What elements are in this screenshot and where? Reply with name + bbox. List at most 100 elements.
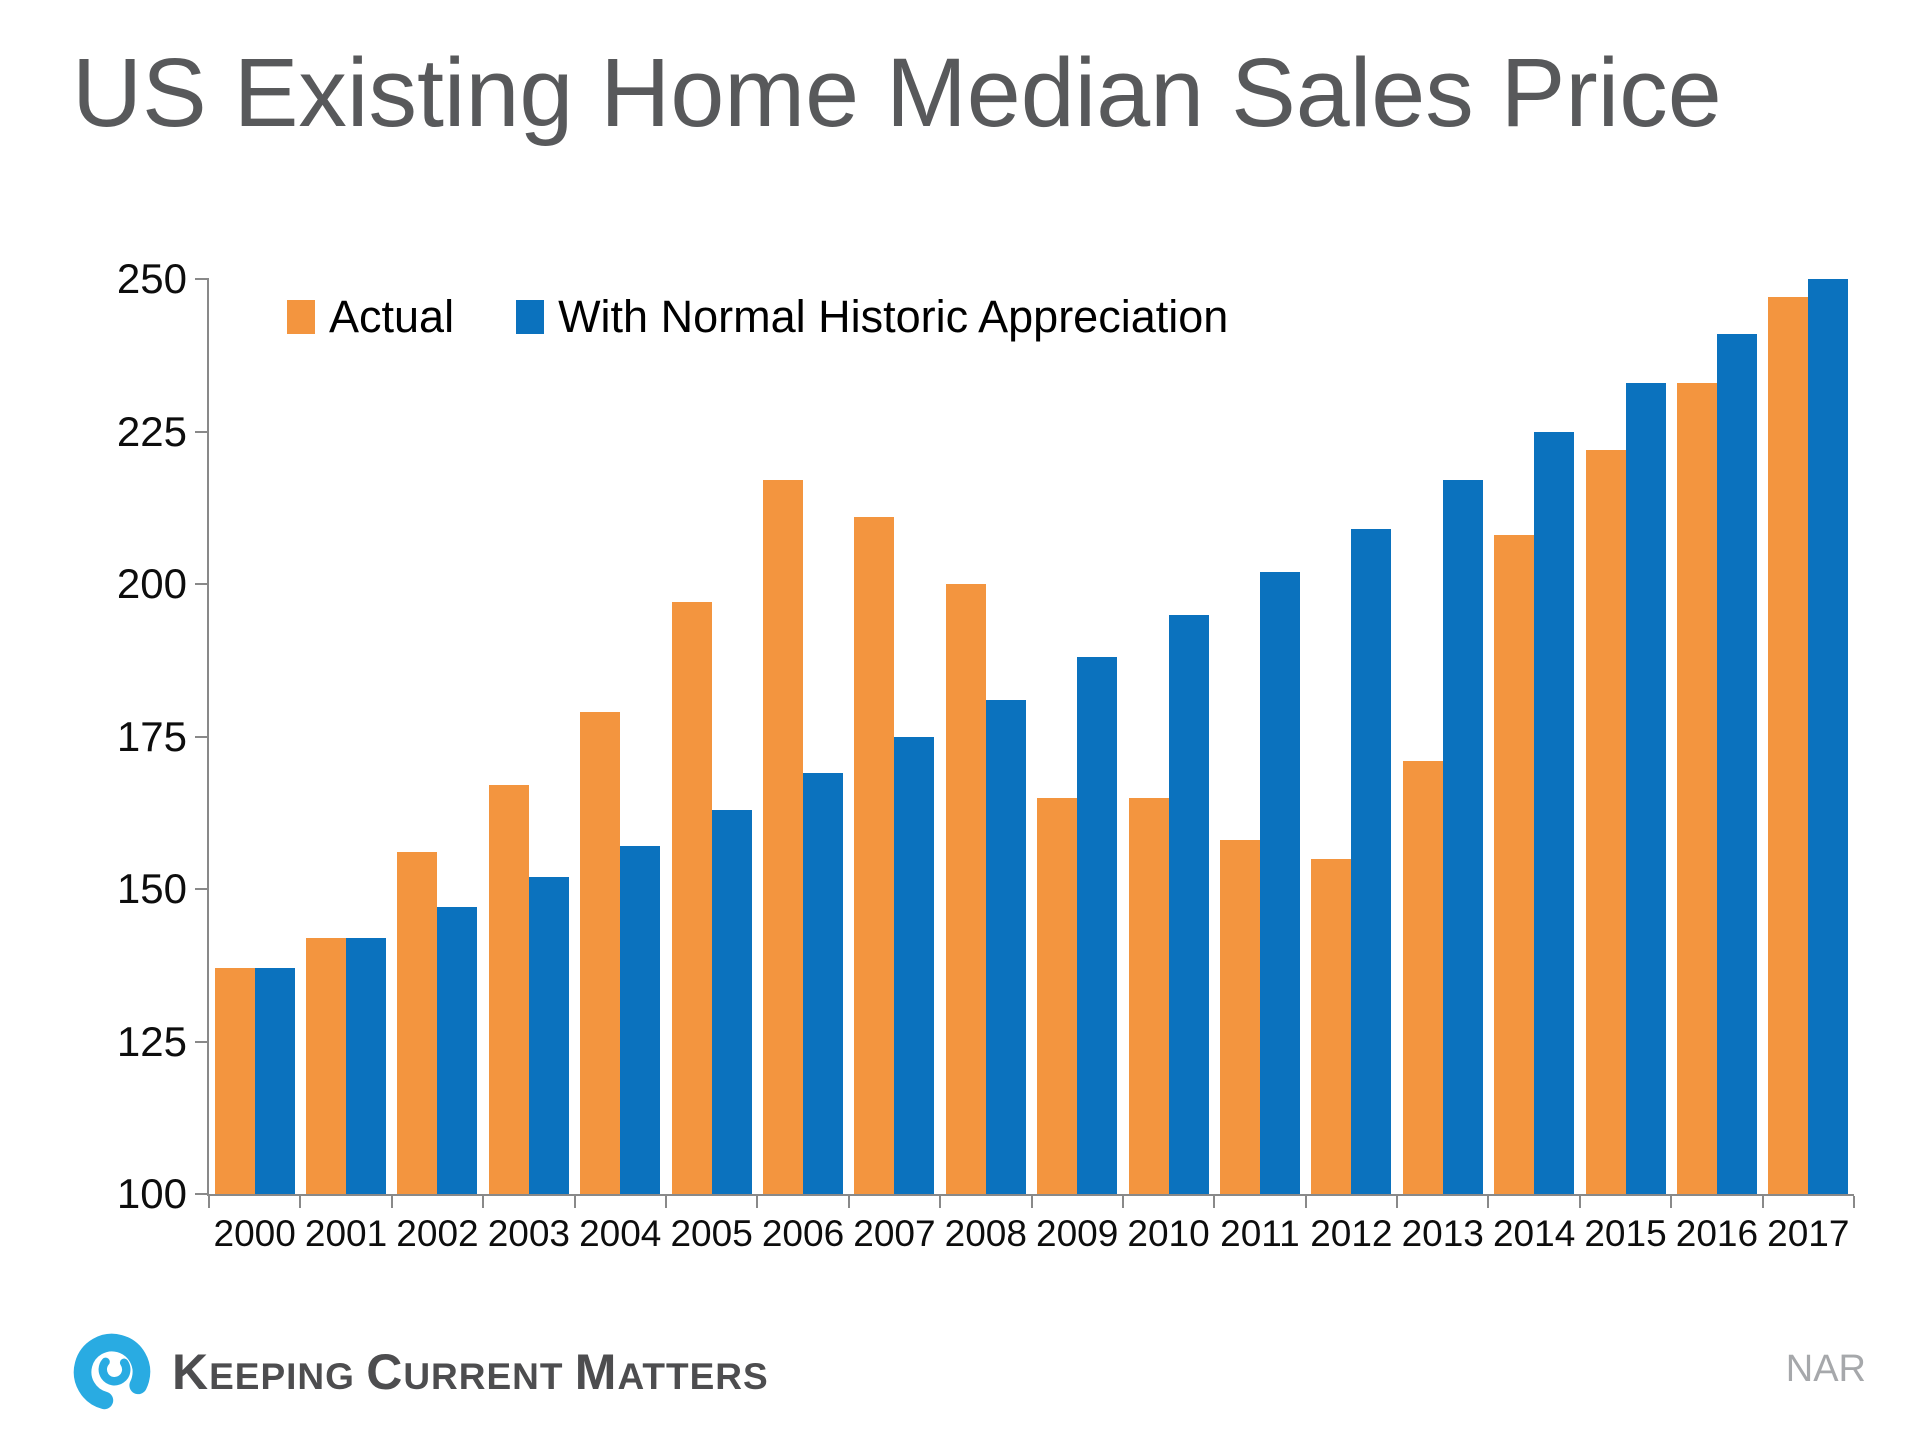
bar-actual-2005 [671,602,712,1194]
x-axis-label-2010: 2010 [1127,1213,1210,1254]
bar-projected-2011 [1259,571,1300,1194]
bar-projected-2017 [1808,279,1849,1194]
brand-text: KEEPING CURRENT MATTERS [172,1344,769,1400]
bar-groups [209,279,1854,1194]
x-axis-label-2013: 2013 [1401,1213,1484,1254]
x-axis-tick [1578,1196,1581,1208]
bar-actual-2013 [1402,760,1443,1194]
bar-chart: Actual With Normal Historic Appreciation … [117,258,1855,1254]
bar-projected-2014 [1534,431,1575,1194]
bar-actual-2002 [397,852,438,1194]
bar-projected-2010 [1168,614,1209,1194]
bar-group-2006 [757,279,848,1194]
x-axis-tick [573,1196,576,1208]
y-axis-tick [195,430,209,433]
bar-group-2007 [849,279,940,1194]
x-axis-label-2000: 2000 [213,1213,296,1254]
bar-group-2010 [1123,279,1214,1194]
bar-projected-2008 [985,699,1026,1194]
bar-projected-2002 [437,907,478,1194]
bar-projected-2004 [620,846,661,1194]
bar-group-2009 [1032,279,1123,1194]
x-axis-tick [1670,1196,1673,1208]
bar-group-2001 [300,279,391,1194]
y-axis-tick [195,1193,209,1195]
bar-projected-2005 [711,809,752,1194]
x-axis-label-2016: 2016 [1675,1213,1759,1254]
legend-label: Actual [329,291,455,342]
y-axis-tick [195,888,209,890]
x-axis-label-2015: 2015 [1584,1213,1667,1254]
bar-actual-2009 [1037,797,1078,1194]
x-axis-label-2005: 2005 [670,1213,753,1254]
bar-group-2005 [666,279,757,1194]
bar-group-2002 [392,279,483,1194]
source-label: NAR [1785,1348,1866,1390]
bar-projected-2001 [346,937,387,1194]
bar-group-2014 [1488,279,1579,1194]
bar-group-2000 [209,279,300,1194]
legend-item: With Normal Historic Appreciation [516,291,1228,343]
bar-actual-2000 [214,968,255,1194]
bar-group-2008 [940,279,1031,1194]
chart-legend: Actual With Normal Historic Appreciation [287,291,1228,343]
bar-actual-2004 [580,712,621,1194]
bar-actual-2007 [854,516,895,1194]
x-axis-label-2003: 2003 [487,1213,570,1254]
bar-group-2017 [1763,279,1854,1194]
x-axis-tick [1030,1196,1033,1208]
bar-group-2003 [483,279,574,1194]
x-axis-label-2011: 2011 [1220,1213,1300,1254]
x-axis-tick [482,1196,485,1208]
kcm-swirl-icon [73,1333,151,1411]
legend-item: Actual [287,291,454,343]
y-axis-label: 175 [116,712,187,760]
bar-group-2013 [1397,279,1488,1194]
x-axis-label-2007: 2007 [853,1213,936,1254]
bar-projected-2012 [1351,529,1392,1194]
x-axis-tick [1396,1196,1399,1208]
x-axis-tick [1761,1196,1764,1208]
bar-projected-2015 [1625,382,1666,1194]
x-axis-label-2012: 2012 [1310,1213,1393,1254]
y-axis-tick [195,583,209,585]
bar-actual-2012 [1311,858,1352,1194]
bar-actual-2008 [945,584,986,1194]
x-axis-tick [847,1196,850,1208]
bar-projected-2006 [803,773,844,1194]
y-axis-label: 250 [116,255,187,302]
x-axis-tick [1121,1196,1124,1208]
x-axis-tick [1213,1196,1216,1208]
bar-group-2015 [1580,279,1671,1194]
x-axis-tick [939,1196,942,1208]
bar-projected-2007 [894,736,935,1194]
x-axis-tick [756,1196,759,1208]
bar-projected-2000 [254,968,295,1194]
legend-swatch [287,300,315,334]
y-axis-label: 125 [116,1017,187,1065]
x-axis-label-2001: 2001 [304,1213,388,1254]
x-axis-tick [664,1196,667,1208]
bar-actual-2003 [488,785,529,1194]
bar-projected-2016 [1716,333,1757,1194]
y-axis-label: 150 [116,865,187,912]
x-axis-tick [299,1196,302,1208]
x-axis-label-2006: 2006 [761,1213,845,1254]
x-axis-tick [1304,1196,1307,1208]
y-axis-label: 100 [116,1170,187,1217]
x-axis-label-2008: 2008 [944,1213,1027,1254]
page-title: US Existing Home Median Sales Price [72,38,1722,147]
y-axis-tick [195,1040,209,1043]
x-axis-tick [1853,1196,1855,1208]
bar-group-2004 [575,279,666,1194]
legend-swatch [516,300,545,334]
bar-actual-2010 [1128,797,1169,1194]
bar-actual-2001 [306,937,347,1194]
bar-group-2016 [1671,279,1762,1194]
bar-projected-2003 [528,876,569,1194]
bar-group-2012 [1306,279,1397,1194]
bar-projected-2013 [1442,480,1483,1194]
footer-brand: KEEPING CURRENT MATTERS [70,1330,769,1414]
y-axis-label: 225 [116,407,187,455]
